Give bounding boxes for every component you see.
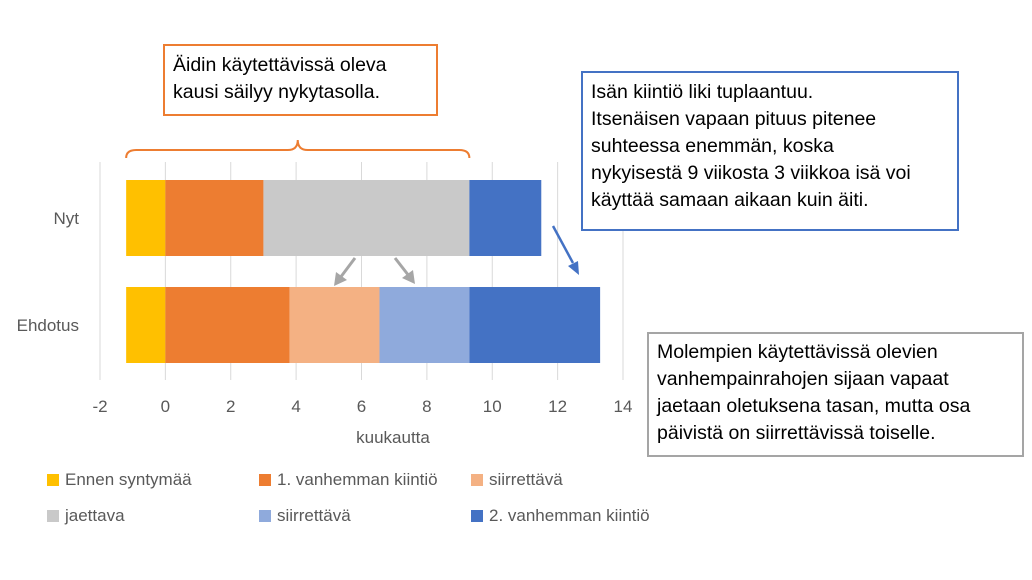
annotation-mother: Äidin käytettävissä oleva kausi säilyy n… bbox=[163, 44, 438, 116]
bar-segment bbox=[469, 287, 601, 363]
bar-segment bbox=[379, 287, 470, 363]
legend-swatch bbox=[47, 510, 59, 522]
legend-label: Ennen syntymää bbox=[65, 470, 192, 489]
bar-segment bbox=[263, 180, 470, 256]
x-tick-label: 4 bbox=[291, 397, 300, 416]
annotation-line: nykyisestä 9 viikosta 3 viikkoa isä voi bbox=[591, 162, 911, 184]
legend-swatch bbox=[471, 510, 483, 522]
bar-segment bbox=[165, 180, 264, 256]
legend-swatch bbox=[471, 474, 483, 486]
annotation-line: jaetaan oletuksena tasan, mutta osa bbox=[657, 395, 971, 417]
bar-segment bbox=[165, 287, 290, 363]
annotation-line: kausi säilyy nykytasolla. bbox=[173, 81, 380, 103]
legend-label: 2. vanhemman kiintiö bbox=[489, 506, 650, 525]
x-tick-labels: -2 0 2 4 6 8 10 12 14 bbox=[92, 397, 632, 416]
x-tick-label: 12 bbox=[548, 397, 567, 416]
x-tick-label: 6 bbox=[357, 397, 366, 416]
arrow-left bbox=[338, 257, 357, 279]
legend-label: siirrettävä bbox=[489, 470, 563, 489]
category-labels: Nyt Ehdotus bbox=[17, 209, 80, 335]
annotation-line: Isän kiintiö liki tuplaantuu. bbox=[591, 81, 814, 103]
bar-segment bbox=[289, 287, 380, 363]
bar-segment bbox=[469, 180, 542, 256]
annotation-line: Molempien käytettävissä olevien bbox=[657, 341, 938, 363]
arrow-blue bbox=[551, 225, 575, 264]
arrow-blue-head bbox=[568, 261, 579, 275]
x-tick-label: 10 bbox=[483, 397, 502, 416]
annotation-line: päivistä on siirrettävissä toiselle. bbox=[657, 422, 936, 444]
bars bbox=[126, 180, 601, 363]
arrow-right bbox=[393, 257, 411, 277]
x-tick-label: -2 bbox=[92, 397, 107, 416]
legend-item: jaettava bbox=[47, 506, 125, 526]
category-label: Nyt bbox=[54, 209, 80, 228]
legend-item: siirrettävä bbox=[471, 470, 563, 490]
brace-path bbox=[125, 139, 471, 159]
legend-item: 1. vanhemman kiintiö bbox=[259, 470, 438, 490]
annotation-line: Itsenäisen vapaan pituus pitenee bbox=[591, 108, 877, 130]
annotation-father: Isän kiintiö liki tuplaantuu. Itsenäisen… bbox=[581, 71, 959, 231]
arrow-left-head bbox=[334, 272, 347, 286]
x-tick-label: 2 bbox=[226, 397, 235, 416]
annotation-line: vanhempainrahojen sijaan vapaat bbox=[657, 368, 949, 390]
legend-label: 1. vanhemman kiintiö bbox=[277, 470, 438, 489]
legend-label: jaettava bbox=[65, 506, 125, 525]
category-label: Ehdotus bbox=[17, 316, 79, 335]
legend-swatch bbox=[47, 474, 59, 486]
legend-item: siirrettävä bbox=[259, 506, 351, 526]
annotation-line: suhteessa enemmän, koska bbox=[591, 135, 834, 157]
annotation-line: Äidin käytettävissä oleva bbox=[173, 54, 387, 76]
legend-swatch bbox=[259, 474, 271, 486]
legend-item: 2. vanhemman kiintiö bbox=[471, 506, 650, 526]
x-axis-title: kuukautta bbox=[356, 428, 430, 447]
annotation-shared: Molempien käytettävissä olevien vanhempa… bbox=[647, 332, 1024, 457]
legend-label: siirrettävä bbox=[277, 506, 351, 525]
legend-swatch bbox=[259, 510, 271, 522]
annotation-line: käyttää samaan aikaan kuin äiti. bbox=[591, 189, 869, 211]
bar-segment bbox=[126, 287, 166, 363]
x-tick-label: 14 bbox=[614, 397, 633, 416]
legend-item: Ennen syntymää bbox=[47, 470, 192, 490]
brace bbox=[125, 139, 471, 159]
arrows bbox=[334, 225, 579, 286]
bar-segment bbox=[126, 180, 166, 256]
x-tick-label: 0 bbox=[161, 397, 170, 416]
x-tick-label: 8 bbox=[422, 397, 431, 416]
arrow-right-head bbox=[402, 270, 415, 284]
